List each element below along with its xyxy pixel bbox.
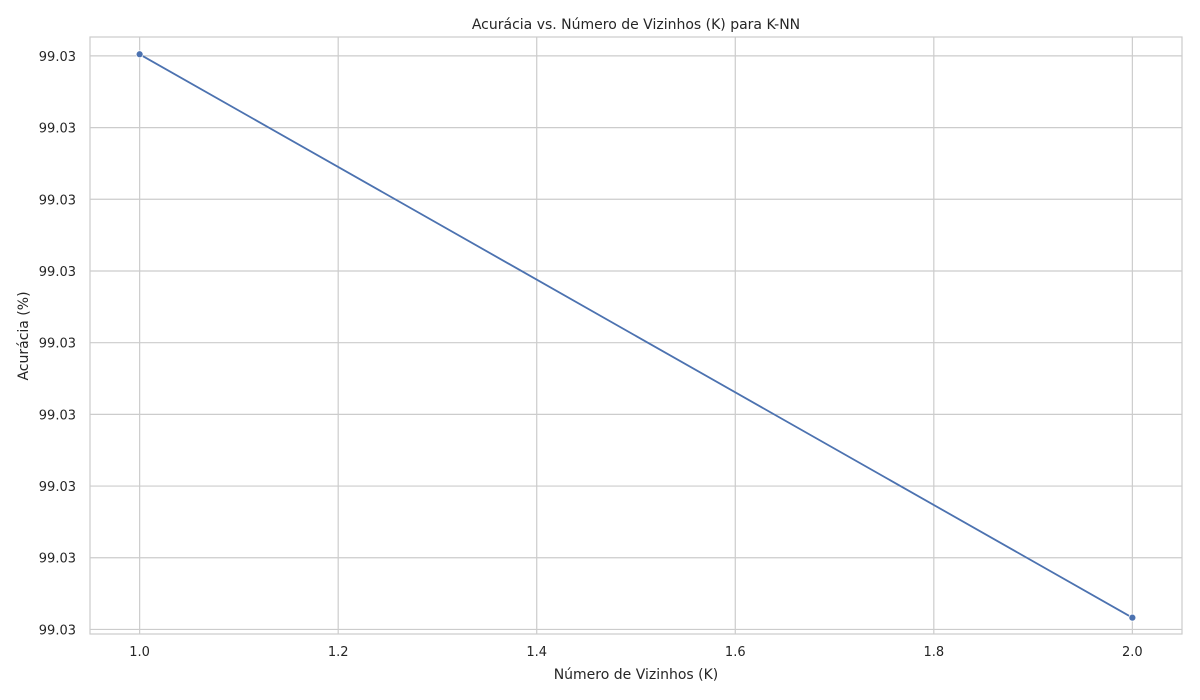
x-axis-label: Número de Vizinhos (K)	[554, 667, 719, 683]
grid-lines	[90, 37, 1182, 634]
x-tick-label: 1.2	[328, 645, 349, 660]
x-tick-label: 1.0	[129, 645, 150, 660]
x-tick-label: 2.0	[1122, 645, 1143, 660]
series-layer	[135, 50, 1137, 622]
y-axis-label: Acurácia (%)	[16, 291, 32, 380]
plot-area-border	[89, 36, 1183, 635]
y-tick-label: 99.03	[39, 50, 76, 65]
x-tick-label: 1.8	[923, 645, 944, 660]
x-tick-label: 1.4	[526, 645, 547, 660]
accuracy-data-point	[135, 50, 144, 59]
y-tick-label: 99.03	[39, 623, 76, 638]
accuracy-series-line	[138, 53, 1134, 619]
y-tick-label: 99.03	[39, 552, 76, 567]
y-tick-label: 99.03	[39, 480, 76, 495]
accuracy-data-point	[1128, 613, 1137, 622]
chart-title: Acurácia vs. Número de Vizinhos (K) para…	[472, 17, 800, 33]
y-tick-label: 99.03	[39, 265, 76, 280]
y-tick-label: 99.03	[39, 337, 76, 352]
y-tick-label: 99.03	[39, 193, 76, 208]
x-tick-label: 1.6	[725, 645, 746, 660]
y-tick-label: 99.03	[39, 408, 76, 423]
axis-ticks: 1.0 1.2 1.4 1.6 1.8 2.0 99.03 99.03 99.03 99.03 99…	[39, 50, 1143, 660]
y-tick-label: 99.03	[39, 122, 76, 137]
